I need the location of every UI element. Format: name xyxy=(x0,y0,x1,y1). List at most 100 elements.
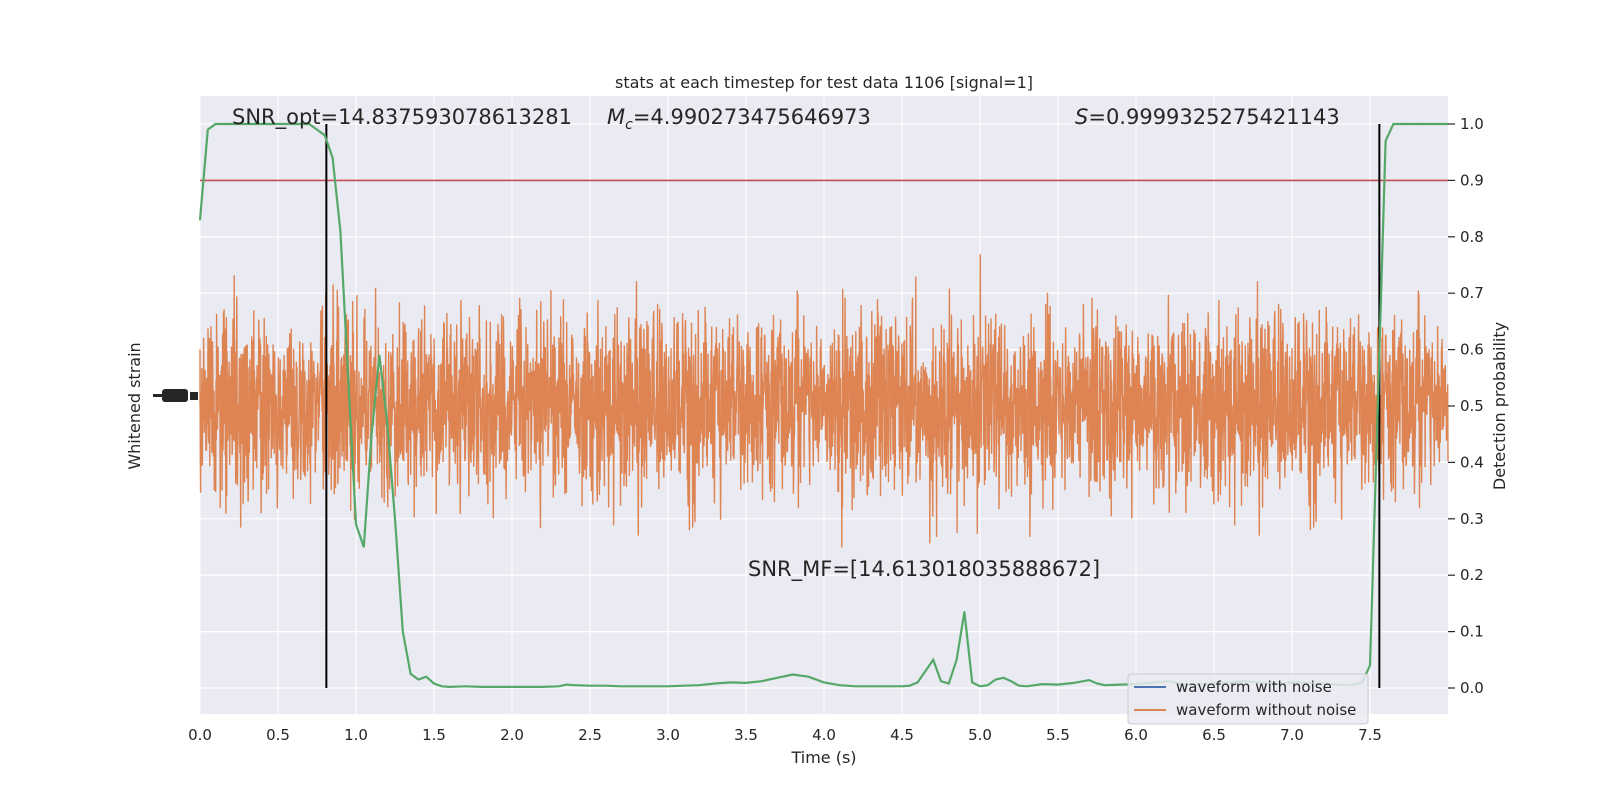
y-right-tick-label: 0.3 xyxy=(1460,510,1484,528)
mc-subscript: c xyxy=(625,117,633,133)
detection-probability-point xyxy=(464,685,467,688)
detection-probability-point xyxy=(417,678,420,681)
detection-probability-point xyxy=(1377,405,1379,407)
y-right-tick-label: 0.8 xyxy=(1460,228,1484,246)
detection-probability-point xyxy=(979,685,981,688)
detection-probability-point xyxy=(316,128,318,131)
x-tick-label: 1.0 xyxy=(344,726,368,744)
detection-probability-point xyxy=(745,682,747,684)
detection-probability-point xyxy=(441,685,443,688)
detection-probability-point xyxy=(355,523,357,526)
y-right-tick-label: 0.4 xyxy=(1460,453,1484,471)
detection-probability-point xyxy=(729,681,732,684)
detection-probability-point xyxy=(565,683,568,686)
detection-probability-point xyxy=(448,686,451,688)
detection-probability-point xyxy=(698,684,700,686)
detection-probability-point xyxy=(1384,140,1387,142)
snr-mf-annotation: SNR_MF=[14.613018035888672] xyxy=(748,557,1100,582)
detection-probability-point xyxy=(620,685,622,688)
detection-probability-point xyxy=(1088,679,1090,681)
x-tick-label: 7.0 xyxy=(1280,726,1304,744)
detection-probability-point xyxy=(776,677,778,679)
detection-probability-point xyxy=(1002,677,1005,679)
detection-probability-point xyxy=(1119,683,1122,686)
left-axis-squashed-ticks xyxy=(153,389,198,402)
x-tick-label: 6.0 xyxy=(1124,726,1148,744)
detection-probability-point xyxy=(511,686,513,688)
y-right-tick-label: 0.6 xyxy=(1460,341,1484,359)
detection-probability-point xyxy=(425,675,428,678)
detection-probability-point xyxy=(651,685,654,688)
detection-probability-point xyxy=(495,686,498,688)
s-symbol: S xyxy=(1075,105,1088,129)
x-tick-label: 5.0 xyxy=(968,726,992,744)
detection-probability-point xyxy=(1026,685,1028,688)
s-annotation: S=0.9999325275421143 xyxy=(1075,105,1340,129)
detection-probability-point xyxy=(807,675,810,678)
detection-probability-point xyxy=(838,684,841,686)
legend-label-with-noise: waveform with noise xyxy=(1176,678,1332,696)
x-tick-label: 2.0 xyxy=(500,726,524,744)
detection-probability-point xyxy=(1416,123,1418,125)
detection-probability-point xyxy=(1041,683,1044,685)
detection-probability-point xyxy=(682,684,685,687)
detection-probability-point xyxy=(901,685,903,688)
detection-probability-point xyxy=(948,682,950,685)
detection-probability-point xyxy=(207,128,209,131)
detection-probability-point xyxy=(589,684,591,687)
snr-opt-annotation: SNR_opt=14.837593078613281 xyxy=(232,105,572,130)
detection-probability-point xyxy=(1369,664,1371,667)
detection-probability-point xyxy=(932,659,934,661)
detection-probability-point xyxy=(370,433,373,436)
detection-probability-point xyxy=(480,686,482,688)
detection-probability-point xyxy=(1010,680,1012,683)
detection-probability-point xyxy=(870,685,872,688)
mc-annotation: Mc=4.990273475646973 xyxy=(607,105,871,133)
waveform-without-noise-line xyxy=(199,254,1449,548)
detection-probability-point xyxy=(924,670,927,672)
x-axis-label: Time (s) xyxy=(790,748,856,767)
y-right-axis-ticks: 0.0 0.1 0.2 0.3 0.4 0.5 0.6 0.7 0.8 0.9 1.0 xyxy=(1448,115,1484,697)
chart-title: stats at each timestep for test data 110… xyxy=(615,73,1033,92)
detection-probability-point xyxy=(409,673,412,675)
x-tick-label: 3.5 xyxy=(734,726,758,744)
x-axis-ticks: 0.0 0.5 1.0 1.5 2.0 2.5 3.0 3.5 4.0 4.5 5.0 5.5 6.0 6… xyxy=(188,726,1382,744)
detection-probability-point xyxy=(394,518,396,520)
detection-probability-point xyxy=(378,354,381,357)
detection-probability-point xyxy=(667,685,669,688)
detection-probability-point xyxy=(308,123,311,125)
detection-probability-point xyxy=(246,123,248,125)
detection-probability-point xyxy=(1096,682,1098,685)
detection-probability-point xyxy=(1057,683,1059,686)
y-right-tick-label: 0.2 xyxy=(1460,566,1484,584)
detection-probability-point xyxy=(940,680,942,683)
detection-probability-point xyxy=(402,630,404,633)
detection-probability-point xyxy=(760,680,763,683)
detection-probability-point xyxy=(331,157,334,159)
x-tick-label: 0.0 xyxy=(188,726,212,744)
y-right-tick-label: 0.9 xyxy=(1460,171,1484,189)
detection-probability-point xyxy=(604,684,607,687)
y-right-tick-label: 0.1 xyxy=(1460,623,1484,641)
x-tick-label: 0.5 xyxy=(266,726,290,744)
y-right-tick-label: 0.7 xyxy=(1460,284,1484,302)
x-tick-label: 6.5 xyxy=(1202,726,1226,744)
detection-probability-point xyxy=(1104,684,1106,686)
y-right-tick-label: 0.5 xyxy=(1460,397,1484,415)
detection-probability-point xyxy=(714,682,716,685)
detection-probability-point xyxy=(1018,684,1020,687)
y-right-tick-label: 0.0 xyxy=(1460,679,1484,697)
detection-probability-point xyxy=(324,134,326,137)
s-value: =0.9999325275421143 xyxy=(1088,105,1339,129)
legend-label-without-noise: waveform without noise xyxy=(1176,701,1356,719)
x-tick-label: 5.5 xyxy=(1046,726,1070,744)
detection-probability-point xyxy=(636,685,638,688)
detection-probability-point xyxy=(363,546,365,548)
y-right-axis-label: Detection probability xyxy=(1490,322,1509,490)
x-tick-label: 1.5 xyxy=(422,726,446,744)
detection-probability-point xyxy=(386,422,389,424)
x-tick-label: 3.0 xyxy=(656,726,680,744)
detection-probability-point xyxy=(292,123,295,125)
detection-probability-point xyxy=(916,681,919,684)
